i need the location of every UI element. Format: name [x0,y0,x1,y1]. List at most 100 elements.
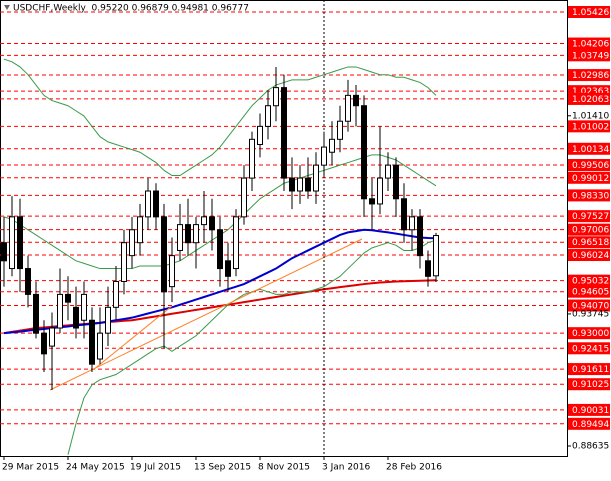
level-label: 0.97527 [572,212,609,222]
level-label: 1.02063 [572,95,609,105]
level-label-box [568,403,610,416]
candle-body [353,94,359,107]
candle-body [377,177,383,205]
level-label-box [568,189,610,202]
level-label-box [568,327,610,340]
chart-title: USDCHF,Weekly 0.95220 0.96879 0.94981 0.… [13,4,249,14]
trend-line [49,238,363,391]
candle-body [25,268,31,295]
candle-body [297,177,303,192]
candle-body [393,164,399,200]
level-label: 0.95032 [572,277,609,287]
level-label-box [568,210,610,223]
level-label-box [568,342,610,355]
level-label-box [568,363,610,376]
symbol-icon [4,5,10,10]
candle-body [281,87,287,179]
candle-body [233,216,239,270]
level-label-box [568,299,610,312]
trend-line [92,305,173,371]
candle-body [1,242,7,262]
level-label: 0.98330 [572,191,609,201]
candle-body [289,177,295,192]
candle-body [417,216,423,257]
candle-body [313,164,319,192]
candle-body [209,216,215,231]
candle-body [409,216,415,231]
candle-body [89,319,95,365]
levels [0,11,567,425]
x-tick-label: 28 Feb 2016 [386,463,442,473]
level-label: 0.89494 [572,420,609,430]
level-label-box [568,171,610,184]
candle-body [337,120,343,140]
level-label-box [568,49,610,62]
candle-body [129,229,135,257]
level-label-box [568,236,610,249]
level-label: 0.94070 [572,302,609,312]
level-label: 0.94605 [572,288,609,298]
candle-body [201,216,207,226]
candle-body [169,255,175,288]
plot-frame [0,0,568,457]
candle-body [329,138,335,153]
candle-body [249,138,255,179]
level-label-box [568,223,610,236]
candle-body [385,164,391,179]
candle-body [193,224,199,244]
level-label-box [568,159,610,172]
candle-body [57,293,63,329]
level-label-box [568,37,610,50]
level-label: 0.91025 [572,380,609,390]
candle-body [105,306,111,334]
candle-body [49,327,55,347]
level-label: 1.01002 [572,122,609,132]
candle-body [257,125,263,145]
x-tick-label: 29 Mar 2015 [2,463,59,473]
level-label: 0.92415 [572,344,609,354]
x-tick-label: 3 Jan 2016 [322,463,370,473]
candle-body [33,293,39,334]
level-label-box [568,92,610,105]
level-label-box [568,5,610,18]
level-label: 1.05426 [572,8,609,18]
x-tick-label: 19 Jul 2015 [130,463,181,473]
candle-body [273,87,279,107]
candle-body [265,105,271,127]
level-label: 0.93000 [572,329,609,339]
candle-body [65,293,71,303]
level-label: 1.03749 [572,51,609,61]
level-label: 0.99012 [572,174,609,184]
candle-body [401,198,407,231]
x-tick-label: 24 May 2015 [66,463,125,473]
level-label: 1.02986 [572,71,609,81]
level-label: 0.90031 [572,406,609,416]
x-tick-label: 13 Sep 2015 [194,463,251,473]
level-label-box [568,120,610,133]
candle-body [425,260,431,277]
level-label: 0.91611 [572,365,609,375]
candle-body [177,224,183,251]
level-label-box [568,285,610,298]
candles [1,66,439,391]
level-label-box [568,274,610,287]
level-label: 0.96518 [572,238,609,248]
candle-body [17,216,23,270]
candle-body [369,198,375,205]
candle-body [81,293,87,321]
level-label-box [568,69,610,82]
candle-body [241,177,247,218]
level-label-box [568,417,610,430]
candle-body [41,332,47,355]
candle-body [433,235,439,277]
level-label: 0.96024 [572,251,609,261]
candle-body [145,190,151,218]
level-label-box [568,142,610,155]
candle-body [73,306,79,329]
level-label: 0.99506 [572,161,609,171]
candle-body [217,229,223,270]
candle-body [185,224,191,244]
candle-body [361,105,367,200]
